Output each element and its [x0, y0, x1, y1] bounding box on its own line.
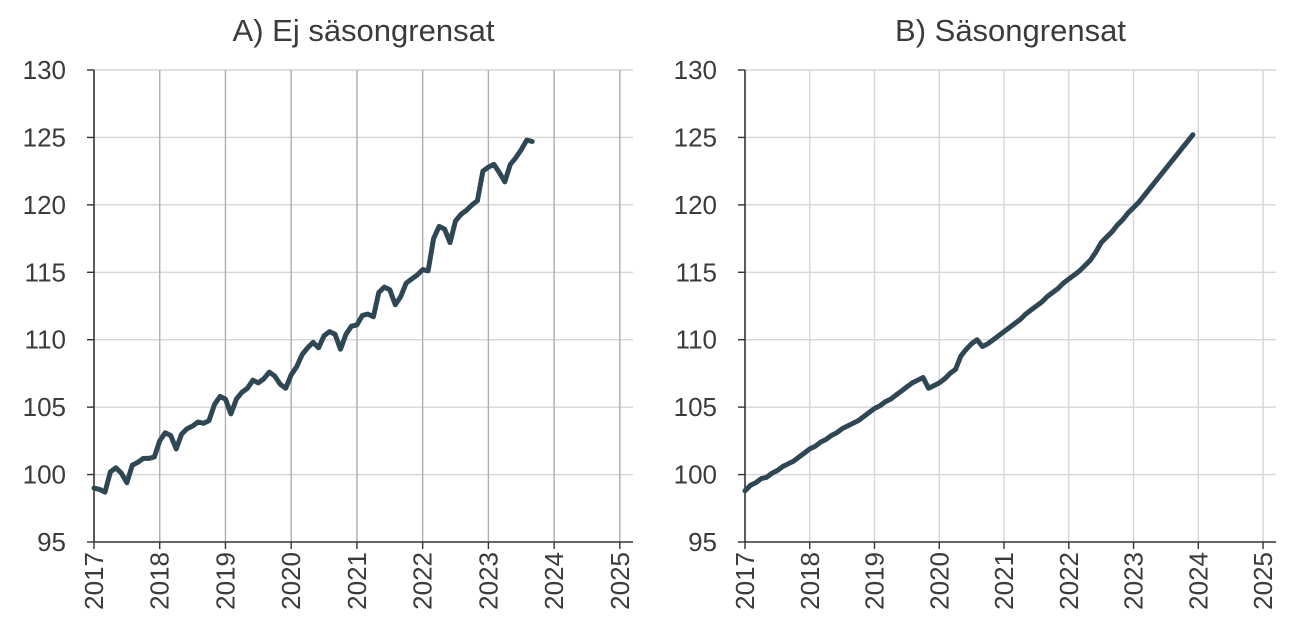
panel-a-title: A) Ej säsongrensat: [233, 13, 495, 48]
x-tick-label: 2018: [145, 552, 175, 610]
y-tick-label: 100: [674, 460, 717, 490]
y-tick-label: 110: [25, 325, 66, 355]
x-tick-label: 2020: [924, 552, 954, 610]
y-tick-label: 130: [674, 55, 717, 85]
y-tick-label: 115: [676, 257, 717, 287]
panel-a: 95 100 105 110 115 120 125 130 2017 2018 2019 2020 2…: [23, 13, 635, 610]
x-tick-label: 2017: [79, 552, 109, 610]
x-tick-label: 2024: [1183, 552, 1213, 610]
y-tick-label: 120: [674, 190, 717, 220]
panel-b-title: B) Säsongrensat: [895, 13, 1126, 48]
x-tick-label: 2022: [1054, 552, 1084, 610]
y-tick-label: 115: [25, 257, 66, 287]
panel-b: 95 100 105 110 115 120 125 130 2017 2018 2019 2020 2…: [674, 13, 1278, 610]
y-tick-label: 120: [23, 190, 66, 220]
y-tick-label: 105: [23, 392, 66, 422]
x-tick-label: 2021: [342, 552, 372, 610]
x-tick-label: 2025: [605, 552, 635, 610]
x-tick-label: 2024: [539, 552, 569, 610]
x-tick-label: 2019: [210, 552, 240, 610]
x-tick-label: 2019: [860, 552, 890, 610]
x-tick-label: 2023: [473, 552, 503, 610]
y-tick-label: 95: [688, 527, 717, 557]
x-tick-label: 2022: [408, 552, 438, 610]
x-tick-label: 2025: [1248, 552, 1278, 610]
x-tick-label: 2021: [989, 552, 1019, 610]
x-tick-label: 2017: [730, 552, 760, 610]
y-tick-label: 110: [676, 325, 717, 355]
x-tick-label: 2023: [1119, 552, 1149, 610]
y-tick-label: 125: [674, 122, 717, 152]
y-tick-label: 130: [23, 55, 66, 85]
panel-a-series-line: [91, 137, 535, 495]
y-tick-label: 105: [674, 392, 717, 422]
x-tick-label: 2018: [795, 552, 825, 610]
y-tick-label: 125: [23, 122, 66, 152]
x-tick-label: 2020: [276, 552, 306, 610]
y-tick-label: 100: [23, 460, 66, 490]
panel-b-series-line: [742, 132, 1196, 494]
y-tick-label: 95: [37, 527, 66, 557]
